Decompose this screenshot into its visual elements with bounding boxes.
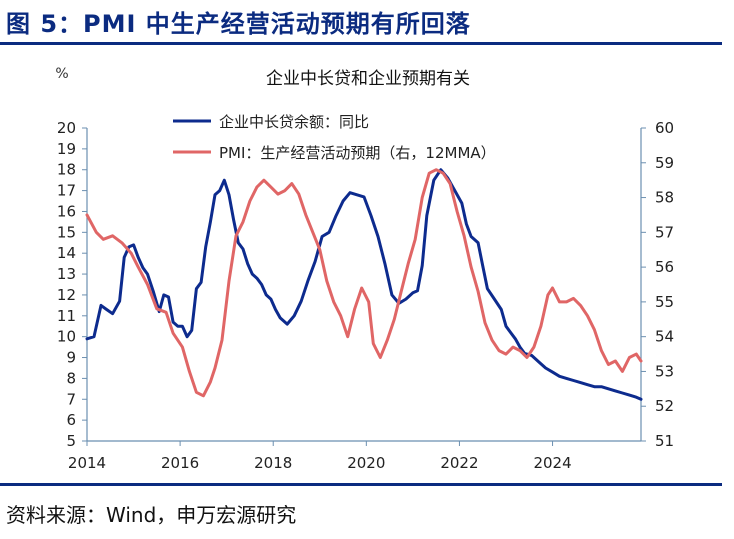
figure-title: 图 5：PMI 中生产经营活动预期有所回落 xyxy=(6,10,471,38)
right-axis-tick-label: 59 xyxy=(655,154,674,172)
left-axis-tick-label: 20 xyxy=(57,119,76,137)
left-axis-tick-label: 14 xyxy=(57,244,76,262)
left-axis-tick-label: 9 xyxy=(66,349,76,367)
series-line-loan-growth xyxy=(85,168,643,401)
left-axis-tick-label: 17 xyxy=(57,182,76,200)
x-axis-tick-label: 2014 xyxy=(68,454,106,472)
left-axis-unit-label: % xyxy=(55,66,68,82)
source-note: 资料来源：Wind，申万宏源研究 xyxy=(6,503,297,527)
x-axis-tick-label: 2016 xyxy=(161,454,199,472)
x-axis-tick-label: 2022 xyxy=(440,454,478,472)
left-axis-tick-label: 19 xyxy=(57,140,76,158)
left-axis-tick-label: 16 xyxy=(57,202,76,220)
series-line-pmi-expectation xyxy=(85,168,643,398)
left-axis-tick-label: 18 xyxy=(57,161,76,179)
title-divider xyxy=(0,42,722,45)
right-axis-tick-label: 54 xyxy=(655,328,674,346)
source-divider xyxy=(0,483,722,486)
left-axis-tick-label: 10 xyxy=(57,328,76,346)
legend-label: 企业中长贷余额：同比 xyxy=(219,113,369,131)
right-axis-tick-label: 55 xyxy=(655,293,674,311)
left-axis-tick-label: 15 xyxy=(57,223,76,241)
x-axis-tick-label: 2024 xyxy=(533,454,571,472)
chart-title: 企业中长贷和企业预期有关 xyxy=(266,69,470,89)
right-axis-tick-label: 56 xyxy=(655,258,674,276)
legend-label: PMI：生产经营活动预期（右，12MMA） xyxy=(219,144,496,162)
right-axis-tick-label: 60 xyxy=(655,119,674,137)
left-axis-tick-label: 12 xyxy=(57,286,76,304)
left-axis-tick-label: 7 xyxy=(66,390,76,408)
left-axis-tick-label: 8 xyxy=(66,369,76,387)
left-axis-tick-label: 13 xyxy=(57,265,76,283)
right-axis-tick-label: 58 xyxy=(655,189,674,207)
left-axis-tick-label: 5 xyxy=(66,432,76,450)
x-axis-tick-label: 2020 xyxy=(347,454,385,472)
right-axis-tick-label: 51 xyxy=(655,432,674,450)
series-group xyxy=(85,168,643,401)
x-axis-tick-label: 2018 xyxy=(254,454,292,472)
right-axis-tick-label: 52 xyxy=(655,397,674,415)
right-axis-tick-label: 57 xyxy=(655,223,674,241)
left-axis-tick-label: 6 xyxy=(66,411,76,429)
left-axis-tick-label: 11 xyxy=(57,307,76,325)
right-axis-tick-label: 53 xyxy=(655,362,674,380)
legend: 企业中长贷余额：同比 PMI：生产经营活动预期（右，12MMA） xyxy=(173,113,496,162)
axes-group: 5678910111213141516171819205152535455565… xyxy=(57,119,674,472)
